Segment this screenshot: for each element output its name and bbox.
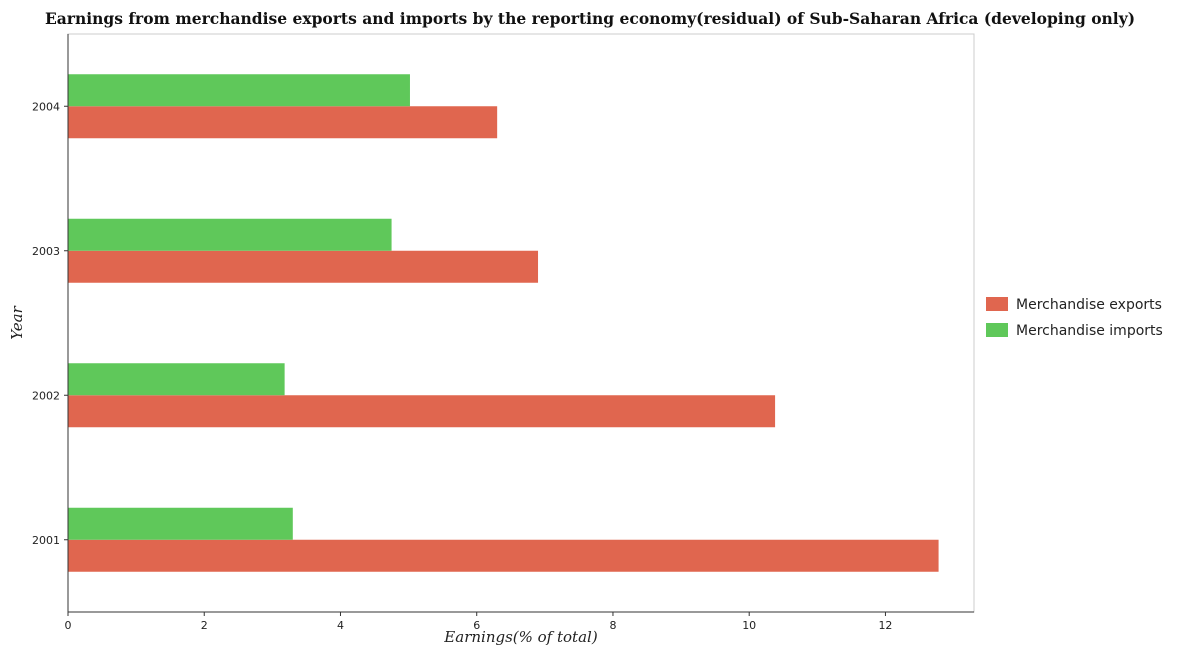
legend-swatch xyxy=(986,323,1008,337)
x-tick-label: 6 xyxy=(473,619,480,632)
bar-merchandise-exports-2004 xyxy=(68,106,498,139)
y-axis-label: Year xyxy=(8,305,26,339)
bar-merchandise-imports-2004 xyxy=(68,74,410,107)
bar-merchandise-exports-2003 xyxy=(68,250,539,283)
x-tick-label: 4 xyxy=(337,619,344,632)
bar-merchandise-exports-2001 xyxy=(68,539,939,572)
legend-label: Merchandise exports xyxy=(1016,297,1162,313)
legend: Merchandise exports Merchandise imports xyxy=(986,297,1163,339)
x-axis-label: Earnings(% of total) xyxy=(443,628,598,646)
y-tick-label: 2003 xyxy=(32,245,60,258)
bar-merchandise-imports-2002 xyxy=(68,363,285,396)
x-tick-label: 2 xyxy=(201,619,208,632)
y-tick-label: 2001 xyxy=(32,534,60,547)
y-tick-label: 2002 xyxy=(32,389,60,402)
bar-merchandise-imports-2003 xyxy=(68,218,392,251)
chart-title: Earnings from merchandise exports and im… xyxy=(45,9,1135,28)
legend-label: Merchandise imports xyxy=(1016,323,1163,339)
x-tick-label: 0 xyxy=(65,619,72,632)
y-tick-label: 2004 xyxy=(32,100,60,113)
x-tick-label: 10 xyxy=(742,619,756,632)
x-tick-label: 12 xyxy=(878,619,892,632)
bar-merchandise-exports-2002 xyxy=(68,395,776,428)
bar-merchandise-imports-2001 xyxy=(68,507,293,540)
x-tick-label: 8 xyxy=(609,619,616,632)
legend-swatch xyxy=(986,297,1008,311)
